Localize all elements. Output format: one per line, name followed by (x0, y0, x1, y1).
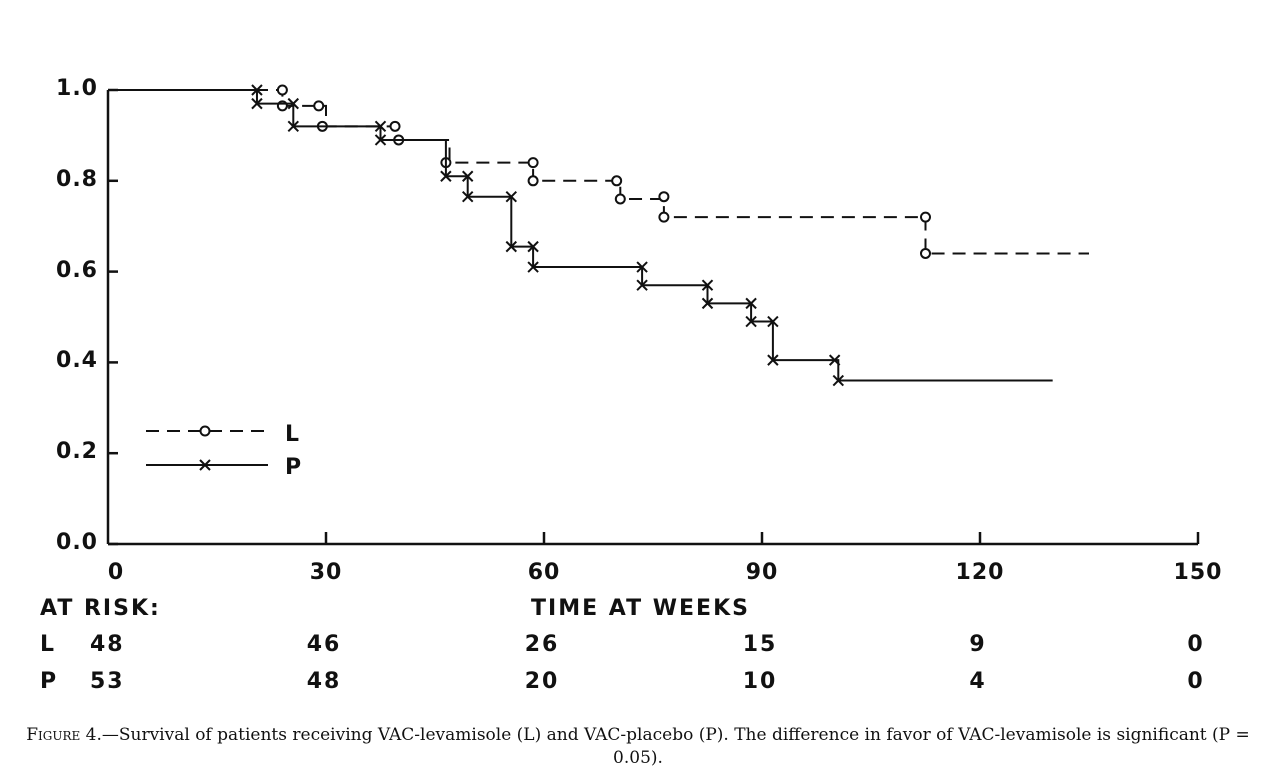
marker-p (440, 170, 452, 182)
marker-p (374, 134, 387, 146)
survival-plot (106, 84, 1200, 546)
marker-p (701, 297, 714, 310)
y-tick-label: 0.0 (56, 530, 98, 555)
x-tick-label: 120 (955, 560, 1005, 585)
marker-l (276, 84, 288, 96)
caption-text: —Survival of patients receiving VAC-leva… (101, 725, 1250, 768)
at-risk-value: 53 (90, 669, 125, 694)
marker-p (287, 97, 300, 110)
marker-p (374, 120, 387, 133)
at-risk-value: 46 (306, 632, 342, 657)
marker-p (745, 315, 757, 328)
x-tick-label: 90 (745, 560, 779, 585)
marker-p (505, 240, 518, 253)
at-risk-value: 48 (90, 632, 125, 657)
marker-p (251, 84, 263, 96)
marker-p (505, 190, 518, 203)
caption-lead: Figure 4. (26, 725, 102, 745)
legend-marker-l (199, 425, 211, 437)
marker-l (920, 247, 931, 259)
axes (106, 88, 1200, 546)
y-tick-label: 0.8 (56, 166, 98, 192)
marker-l (389, 120, 401, 132)
x-tick-label: 60 (527, 560, 561, 585)
x-axis-label: TIME AT WEEKS (531, 596, 750, 621)
marker-p (287, 120, 300, 133)
at-risk-value: 15 (742, 632, 778, 657)
figure-caption: Figure 4.—Survival of patients receiving… (0, 724, 1276, 770)
at-risk-value: 4 (969, 669, 987, 694)
at-risk-value: 26 (524, 632, 560, 657)
legend-marker-p (199, 459, 211, 471)
y-tick-label: 0.6 (56, 257, 98, 283)
y-tick-label: 0.2 (56, 439, 98, 465)
at-risk-value: 48 (306, 669, 342, 694)
series-layer (108, 84, 1089, 387)
marker-p (767, 315, 779, 328)
at-risk-value: 20 (524, 669, 560, 694)
marker-p (832, 374, 845, 387)
survival-curve-l (108, 89, 1089, 255)
at-risk-value: 10 (742, 669, 778, 694)
marker-l (920, 211, 931, 223)
at-risk-value: 0 (1187, 632, 1205, 657)
series-l (108, 84, 1089, 259)
marker-p (527, 240, 539, 253)
marker-l (658, 211, 670, 223)
legend-label-l: L (285, 422, 300, 447)
at-risk-row-label: L (40, 632, 57, 657)
y-tick-label: 1.0 (56, 76, 98, 101)
marker-l (527, 175, 539, 187)
at-risk-title: AT RISK: (40, 596, 161, 621)
marker-p (701, 279, 714, 291)
marker-p (527, 261, 539, 273)
x-tick-label: 30 (309, 560, 343, 585)
x-tick-label: 150 (1173, 560, 1223, 585)
survival-curve-p (108, 89, 1053, 382)
at-risk-value: 0 (1187, 669, 1205, 694)
marker-l (313, 100, 325, 112)
marker-p (461, 170, 474, 182)
at-risk-row-label: P (40, 669, 59, 694)
x-tick-label: 0 (107, 560, 125, 585)
marker-p (767, 354, 779, 366)
marker-l (614, 193, 626, 205)
marker-l (527, 157, 539, 169)
legend (146, 425, 268, 471)
marker-p (745, 297, 757, 310)
marker-l (658, 191, 670, 203)
legend-label-p: P (285, 455, 302, 480)
marker-p (636, 279, 648, 291)
marker-l (611, 175, 623, 187)
y-tick-label: 0.4 (56, 348, 98, 374)
marker-p (461, 190, 474, 203)
marker-p (251, 97, 263, 110)
marker-p (636, 261, 648, 273)
at-risk-value: 9 (969, 632, 987, 657)
series-p (108, 84, 1053, 387)
marker-p (828, 354, 841, 366)
